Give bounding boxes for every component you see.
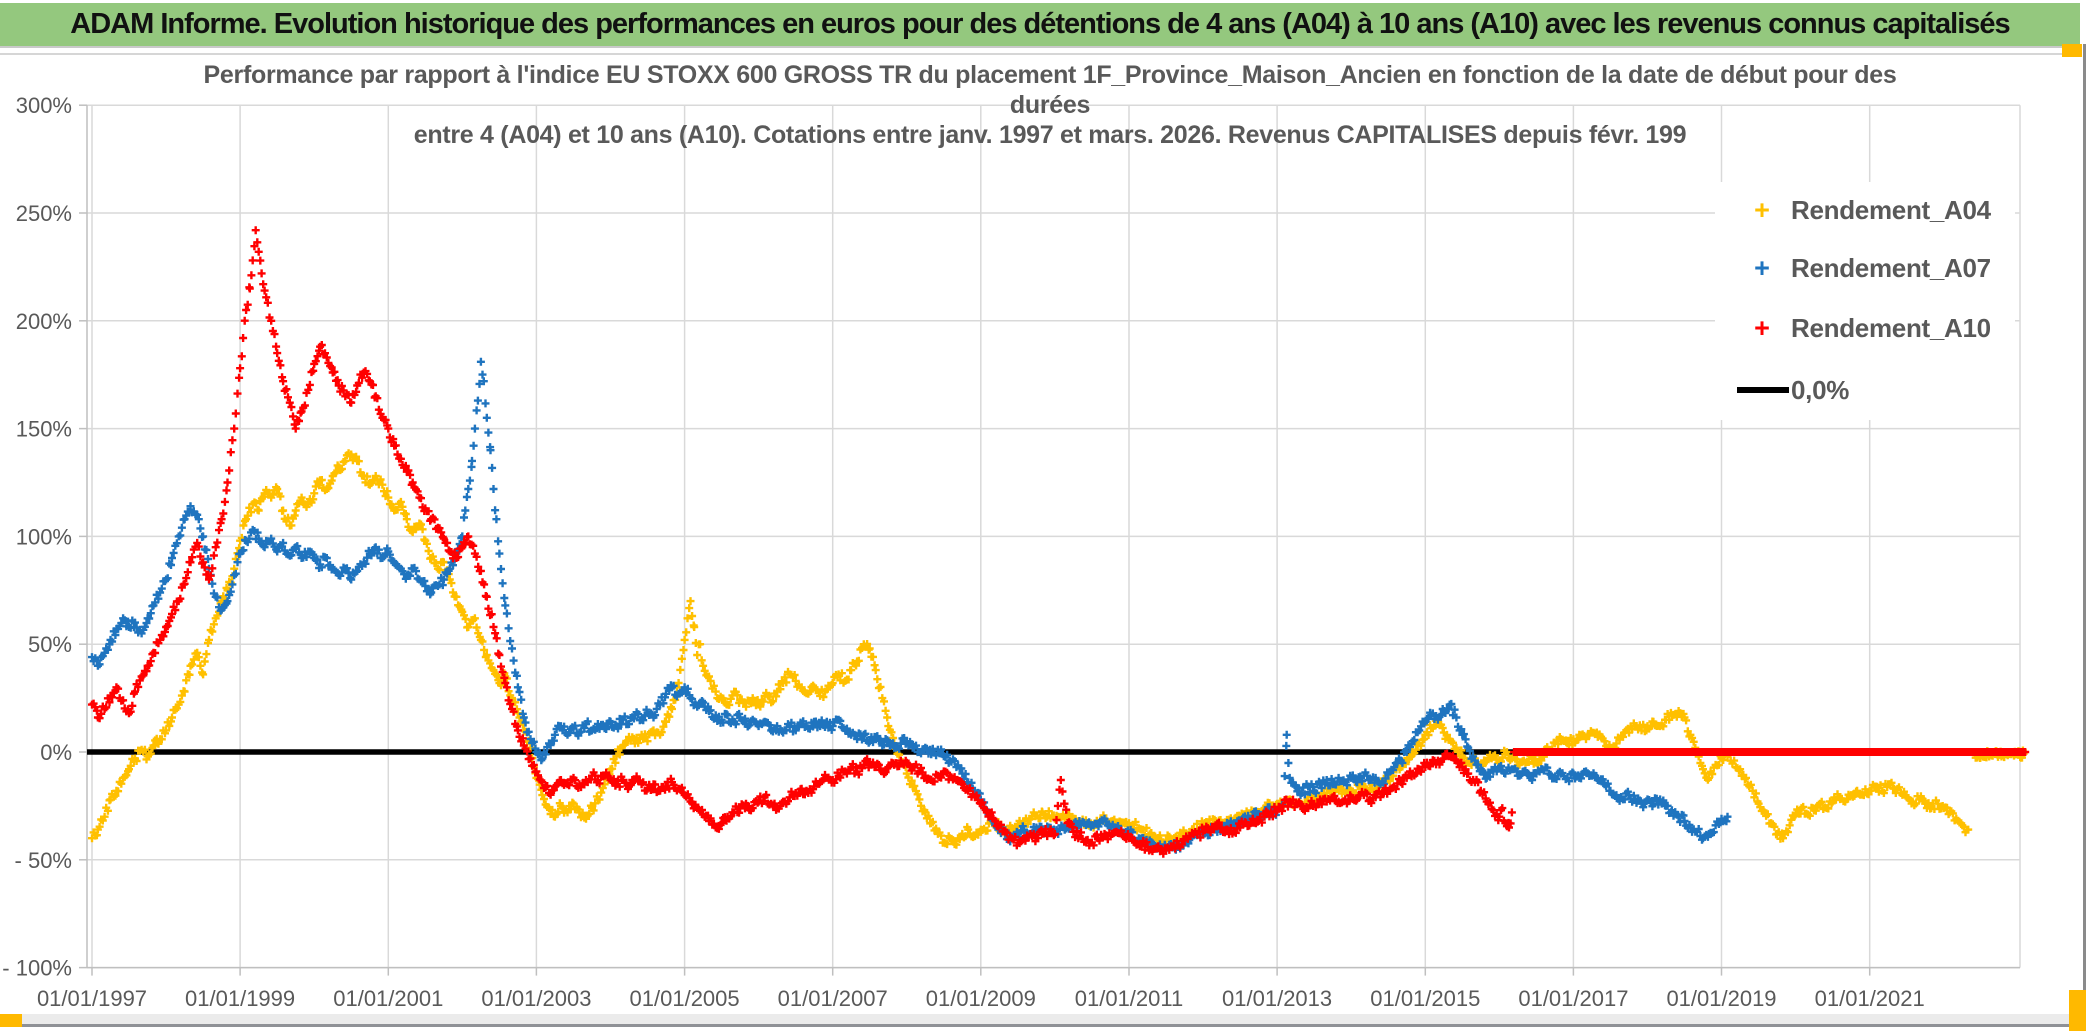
chart-title-line3: entre 4 (A04) et 10 ans (A10). Cotations… <box>413 121 1687 149</box>
x-tick-label: 01/01/1999 <box>185 986 295 1011</box>
x-tick-label: 01/01/2019 <box>1666 986 1776 1011</box>
bottom-strip <box>0 1014 2086 1024</box>
plus-marker-icon: + <box>1754 252 1770 283</box>
chart-title-line2: durées <box>1009 91 1091 119</box>
page-title: ADAM Informe. Evolution historique des p… <box>70 8 2010 40</box>
plus-marker-icon: + <box>1754 194 1770 225</box>
legend-label: Rendement_A04 <box>1791 194 1991 225</box>
y-tick-label: 0% <box>40 740 72 765</box>
x-tick-label: 01/01/2007 <box>778 986 888 1011</box>
accent-block-bottom-right <box>2069 990 2086 1031</box>
legend-item-a07: + Rendement_A07 <box>1715 248 2015 288</box>
legend-item-a04: + Rendement_A04 <box>1715 190 2015 230</box>
header-rule <box>0 53 2062 55</box>
y-tick-label: - 100% <box>2 956 72 981</box>
chart-title: Performance par rapport à l'indice EU ST… <box>90 60 2010 150</box>
bottom-rule <box>0 1024 2086 1027</box>
y-tick-label: 100% <box>16 524 72 549</box>
legend-item-zero-line: 0,0% <box>1715 370 2015 410</box>
y-tick-label: 200% <box>16 309 72 334</box>
x-tick-label: 01/01/2001 <box>333 986 443 1011</box>
zero-line-swatch-icon <box>1737 387 1789 393</box>
y-tick-label: 150% <box>16 417 72 442</box>
legend-label: 0,0% <box>1791 374 1850 405</box>
y-tick-label: - 50% <box>15 848 72 873</box>
x-tick-label: 01/01/2005 <box>630 986 740 1011</box>
x-tick-label: 01/01/2013 <box>1222 986 1332 1011</box>
x-tick-label: 01/01/2011 <box>1075 986 1183 1011</box>
x-tick-label: 01/01/2017 <box>1518 986 1628 1011</box>
x-tick-label: 01/01/2003 <box>481 986 591 1011</box>
y-tick-label: 50% <box>28 632 72 657</box>
accent-square-bottom-left <box>0 1014 22 1027</box>
chart-legend: + Rendement_A04 + Rendement_A07 + Rendem… <box>1715 182 2015 420</box>
plus-marker-icon: + <box>1754 312 1770 343</box>
series-Rendement_A04 <box>88 449 2028 849</box>
header-shadow <box>0 46 2080 48</box>
legend-item-a10: + Rendement_A10 <box>1715 308 2015 348</box>
chart-title-line1: Performance par rapport à l'indice EU ST… <box>203 61 1897 89</box>
x-tick-label: 01/01/1997 <box>37 986 147 1011</box>
y-tick-label: 300% <box>16 93 72 118</box>
legend-label: Rendement_A10 <box>1791 312 1991 343</box>
y-tick-label: 250% <box>16 201 72 226</box>
legend-label: Rendement_A07 <box>1791 252 1991 283</box>
window-edge-right <box>2083 44 2086 1031</box>
x-tick-label: 01/01/2009 <box>926 986 1036 1011</box>
accent-notch-top-right <box>2062 44 2082 57</box>
series-Rendement_A07 <box>88 357 1732 854</box>
header-banner: ADAM Informe. Evolution historique des p… <box>0 3 2080 46</box>
x-tick-label: 01/01/2021 <box>1815 986 1925 1011</box>
x-tick-label: 01/01/2015 <box>1370 986 1480 1011</box>
